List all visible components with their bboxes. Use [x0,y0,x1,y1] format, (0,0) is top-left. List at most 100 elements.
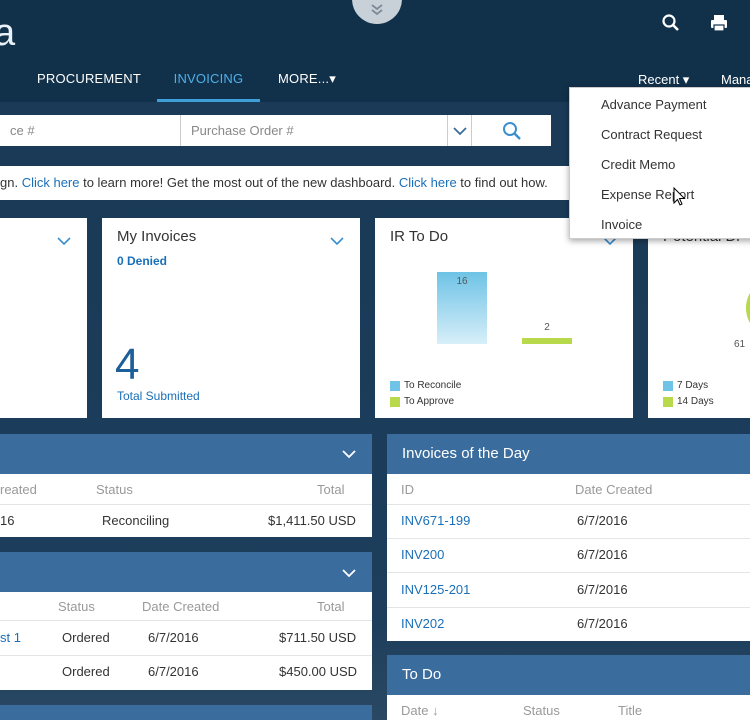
col-header-total[interactable]: Total [317,482,345,497]
invoice-number-input[interactable]: ce # [0,115,180,146]
invoices-of-day-body: ID Date Created INV671-199 6/7/2016 INV2… [387,474,750,641]
search-icon [503,122,521,140]
tile-my-invoices[interactable]: My Invoices 0 Denied 4 Total Submitted [102,218,360,418]
search-divider [180,115,181,146]
legend-swatch-7-days [663,381,673,391]
tile-ir-todo[interactable]: IR To Do 16 2 To Reconcile To Approve [375,218,633,418]
invoice-id-link[interactable]: INV671-199 [401,513,471,528]
recent-menu-button[interactable]: Recent ▾ [638,72,690,87]
purchase-order-input[interactable]: Purchase Order # [181,115,447,146]
left-panel-2-body: Status Date Created Total st 1 Ordered 6… [0,592,372,690]
tile-title: IR To Do [390,228,449,245]
top-bar: a PROCUREMENT INVOICING MORE...▾ Recent … [0,0,750,102]
col-header-date-sort[interactable]: Date ↓ [401,703,439,718]
double-chevron-down-icon [371,4,383,16]
bar-to-reconcile-value: 16 [456,276,468,287]
legend-to-approve: To Approve [404,396,455,407]
printer-icon[interactable] [708,12,730,34]
denied-count-link[interactable]: 0 Denied [117,254,168,268]
cell-total: $711.50 USD [279,630,357,645]
cell-date: 6/7/2016 [577,582,628,597]
cell-name-link[interactable]: st 1 [0,630,21,645]
row-divider [0,655,372,656]
invoice-id-link[interactable]: INV202 [401,616,445,631]
recent-dropdown-menu: Advance Payment Contract Request Credit … [569,87,750,239]
row-divider [387,504,750,505]
col-header-status[interactable]: Status [523,703,560,718]
col-header-total[interactable]: Total [317,599,345,614]
cell-date: 6/7/2016 [577,547,628,562]
chevron-down-icon[interactable] [603,236,617,246]
col-header-id[interactable]: ID [401,482,414,497]
legend-swatch-14-days [663,397,673,407]
cell-date: 6/7/2016 [577,616,628,631]
chevron-down-icon[interactable] [342,449,356,459]
nav-more[interactable]: MORE...▾ [278,71,336,86]
col-header-date-created[interactable]: Date Created [142,599,220,614]
info-text-3: to find out how. [456,175,548,190]
info-text-2: to learn more! Get the most out of the n… [79,175,399,190]
legend-to-reconcile: To Reconcile [404,380,462,391]
cell-status: Ordered [62,630,110,645]
info-text-1: gn. [0,175,22,190]
todo-body: Date ↓ Status Title [387,695,750,720]
nav-procurement[interactable]: PROCUREMENT [37,71,142,86]
col-header-created[interactable]: reated [0,482,37,497]
left-panel-1-header[interactable] [0,434,372,474]
total-submitted-value[interactable]: 4 [115,340,140,389]
col-header-status[interactable]: Status [58,599,95,614]
menu-item-expense-report[interactable]: Expense Report [601,187,695,202]
tile-potential[interactable]: Potential Di 61 7 Days 14 Days [648,218,750,418]
tile-partial-left[interactable] [0,218,87,418]
bar-to-reconcile[interactable] [437,272,487,344]
legend-swatch-approve [390,397,400,407]
col-header-title[interactable]: Title [618,703,643,718]
col-header-date-created[interactable]: Date Created [575,482,653,497]
invoice-id-link[interactable]: INV200 [401,547,445,562]
chevron-down-icon[interactable] [57,236,71,246]
menu-item-credit-memo[interactable]: Credit Memo [601,157,676,172]
row-divider [0,504,372,505]
invoices-of-day-header[interactable]: Invoices of the Day [387,434,750,474]
invoice-id-link[interactable]: INV125-201 [401,582,471,597]
row-divider [387,572,750,573]
search-icon[interactable] [660,12,682,34]
col-header-status[interactable]: Status [96,482,133,497]
manage-menu-button[interactable]: Mana [721,72,750,87]
cell-total: $450.00 USD [279,664,358,679]
cell-date: 6/7/2016 [577,513,628,528]
menu-item-contract-request[interactable]: Contract Request [601,127,703,142]
todo-header[interactable]: To Do [387,655,750,695]
tile-title: My Invoices [117,228,197,245]
mouse-cursor-icon [673,187,686,206]
chevron-down-icon[interactable] [330,236,344,246]
chevron-down-icon[interactable] [342,568,356,578]
row-divider [387,607,750,608]
search-button[interactable] [471,115,551,146]
main-nav: PROCUREMENT INVOICING MORE...▾ [0,60,750,102]
cell-date: 6/7/2016 [148,630,199,645]
total-submitted-label: Total Submitted [117,389,200,403]
donut-chart[interactable] [746,278,750,338]
find-out-how-link[interactable]: Click here [398,175,457,190]
search-type-dropdown[interactable] [447,115,471,146]
menu-item-invoice[interactable]: Invoice [601,217,643,232]
nav-invoicing[interactable]: INVOICING [157,60,260,102]
learn-more-link[interactable]: Click here [21,175,80,190]
search-bar: ce # Purchase Order # [0,115,551,146]
cell-date: 6/7/2016 [148,664,199,679]
left-panel-3-header[interactable] [0,705,372,720]
cell-created: 16 [0,513,15,528]
collapse-header-button[interactable] [352,0,402,24]
legend-14-days: 14 Days [677,396,714,407]
legend-swatch-reconcile [390,381,400,391]
menu-item-advance-payment[interactable]: Advance Payment [601,97,707,112]
bar-to-approve[interactable] [522,338,572,344]
app-logo: a [0,12,16,54]
row-divider [387,538,750,539]
row-divider [0,620,372,621]
left-panel-2-header[interactable] [0,552,372,592]
legend-7-days: 7 Days [677,380,709,391]
cell-status: Reconciling [102,513,170,528]
chevron-down-icon [453,127,467,136]
